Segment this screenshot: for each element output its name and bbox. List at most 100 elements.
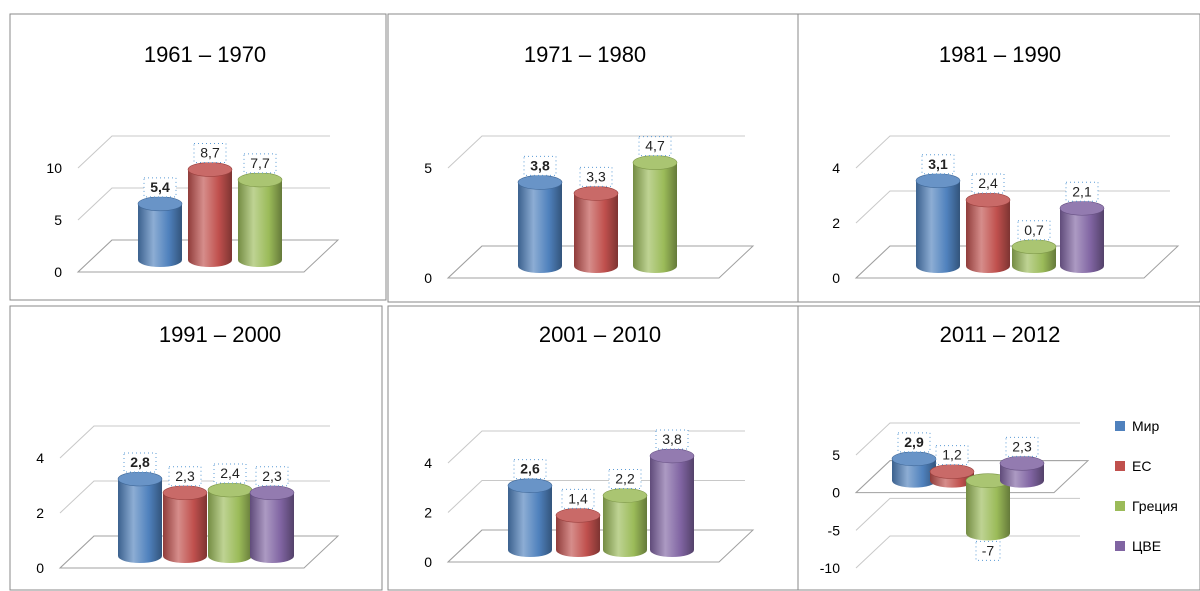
bar-body xyxy=(603,495,647,557)
legend-label: Греция xyxy=(1132,498,1178,514)
data-label-box xyxy=(638,136,672,157)
bar-body xyxy=(650,455,694,557)
bar-body xyxy=(966,480,1010,541)
gridline xyxy=(447,135,745,169)
chart-title: 2011 – 2012 xyxy=(940,322,1061,347)
data-label-text: 5,4 xyxy=(150,179,170,195)
data-label: 3,8 xyxy=(655,429,689,450)
chart-panel: 1971 – 1980 0 5 3,8 3,3 4,7 xyxy=(387,13,799,303)
bar-cap xyxy=(999,456,1045,471)
data-label: 2,3 xyxy=(1005,436,1039,457)
chart-panel: 2001 – 2010 0 2 4 2,6 1,4 2,2 3,8 xyxy=(387,305,799,591)
bar-cap xyxy=(1011,239,1057,255)
bar-body xyxy=(138,203,182,267)
data-label-box xyxy=(123,452,157,473)
bar xyxy=(187,162,233,267)
y-tick-label: 10 xyxy=(46,160,62,176)
bar-cap xyxy=(573,186,619,201)
data-label-box xyxy=(523,155,557,176)
data-label-text: 1,2 xyxy=(942,447,962,463)
data-label: 2,1 xyxy=(1065,181,1099,202)
chart-panel: 1981 – 1990 0 2 4 3,1 2,4 0,7 2,1 xyxy=(797,13,1200,303)
legend-item: ЦВЕ xyxy=(1115,538,1161,554)
data-label: 2,3 xyxy=(255,466,289,487)
data-label-text: 2,9 xyxy=(904,434,924,450)
data-label-box xyxy=(975,540,1001,561)
bar-body xyxy=(518,182,562,273)
bar-cap xyxy=(891,451,937,467)
data-label-box xyxy=(1005,436,1039,457)
chart-floor xyxy=(854,245,1180,279)
data-label-box xyxy=(255,466,289,487)
bar xyxy=(632,155,678,273)
bar xyxy=(117,471,163,563)
data-label: -7 xyxy=(975,540,1001,561)
data-label-box xyxy=(243,153,277,174)
data-label-text: 3,3 xyxy=(586,168,606,184)
chart-title: 1961 – 1970 xyxy=(144,42,266,67)
data-label-text: 0,7 xyxy=(1024,222,1044,238)
data-label: 5,4 xyxy=(143,177,177,198)
data-label-text: 2,4 xyxy=(220,465,240,481)
y-tick-label: 0 xyxy=(832,270,840,286)
data-label-text: 3,8 xyxy=(530,157,550,173)
data-label: 7,7 xyxy=(243,153,277,174)
legend-swatch xyxy=(1115,421,1125,431)
bar-cap xyxy=(602,488,648,503)
data-label: 0,7 xyxy=(1017,220,1051,241)
data-label: 3,3 xyxy=(579,166,613,187)
gridline xyxy=(77,135,330,169)
data-label-text: 2,8 xyxy=(130,454,150,470)
y-tick-label: 2 xyxy=(832,215,840,231)
y-tick-label: 0 xyxy=(36,560,44,576)
bar xyxy=(507,478,553,557)
data-label-text: 4,7 xyxy=(645,138,665,154)
chart-floor xyxy=(446,245,755,279)
bar-cap xyxy=(649,448,695,464)
chart-title: 2001 – 2010 xyxy=(539,322,661,347)
bar-body xyxy=(916,180,960,273)
bar-body xyxy=(163,492,207,563)
data-label: 3,1 xyxy=(921,154,955,175)
bar xyxy=(162,485,208,563)
bar-body xyxy=(574,193,618,273)
data-label-text: 7,7 xyxy=(250,155,270,171)
bar-body xyxy=(633,162,677,273)
data-label: 1,4 xyxy=(561,488,595,509)
bar-cap xyxy=(507,478,553,493)
chart-floor xyxy=(76,239,340,273)
gridline xyxy=(59,480,330,514)
bar xyxy=(573,186,619,273)
bar-body xyxy=(966,200,1010,273)
y-tick-label: 2 xyxy=(424,505,432,521)
legend-label: ЕС xyxy=(1132,458,1151,474)
bar xyxy=(555,508,601,557)
bar-cap xyxy=(237,172,283,188)
bar xyxy=(1011,239,1057,273)
bar xyxy=(137,196,183,267)
bar-body xyxy=(892,458,936,488)
bar-cap xyxy=(117,471,163,487)
bar xyxy=(237,172,283,267)
bar-body xyxy=(188,169,232,267)
bar-cap xyxy=(162,485,208,501)
chart-panel: 1961 – 1970 0 5 10 5,4 8,7 7,7 xyxy=(9,13,387,301)
bar-cap xyxy=(517,175,563,190)
data-label-box xyxy=(213,463,247,484)
bar xyxy=(891,451,937,488)
legend-label: Мир xyxy=(1132,418,1159,434)
chart-floor xyxy=(446,529,755,563)
bar-cap xyxy=(965,192,1011,208)
y-tick-label: 5 xyxy=(424,160,432,176)
data-label-text: 3,1 xyxy=(928,156,948,172)
y-tick-label: -5 xyxy=(828,522,841,538)
data-label-text: 2,3 xyxy=(262,468,282,484)
y-tick-label: 5 xyxy=(54,212,62,228)
data-label: 3,8 xyxy=(523,155,557,176)
bar-cap xyxy=(555,508,601,523)
y-tick-label: -10 xyxy=(820,560,840,576)
legend: Мир ЕС Греция ЦВЕ xyxy=(1115,418,1178,554)
bar xyxy=(207,482,253,563)
y-tick-label: 2 xyxy=(36,505,44,521)
